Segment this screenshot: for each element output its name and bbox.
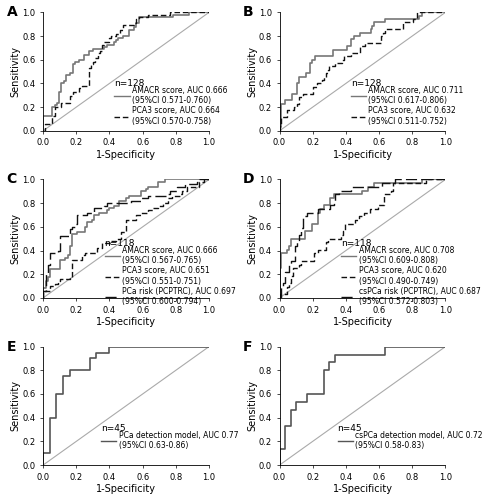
X-axis label: 1-Specificity: 1-Specificity	[96, 150, 156, 160]
Text: n=45: n=45	[101, 424, 125, 432]
Text: n=128: n=128	[350, 78, 380, 88]
X-axis label: 1-Specificity: 1-Specificity	[332, 484, 392, 494]
X-axis label: 1-Specificity: 1-Specificity	[332, 150, 392, 160]
Legend: AMACR score, AUC 0.711
(95%CI 0.617-0.806), PCA3 score, AUC 0.632
(95%CI 0.511-0: AMACR score, AUC 0.711 (95%CI 0.617-0.80…	[350, 86, 463, 126]
Text: C: C	[7, 172, 17, 186]
Text: F: F	[242, 340, 252, 353]
Text: n=118: n=118	[104, 238, 135, 248]
X-axis label: 1-Specificity: 1-Specificity	[332, 318, 392, 328]
Text: n=45: n=45	[337, 424, 362, 432]
X-axis label: 1-Specificity: 1-Specificity	[96, 318, 156, 328]
Text: A: A	[7, 5, 17, 19]
Y-axis label: Sensitivity: Sensitivity	[247, 46, 257, 97]
Text: D: D	[242, 172, 254, 186]
Legend: PCa detection model, AUC 0.77
(95%CI 0.63-0.86): PCa detection model, AUC 0.77 (95%CI 0.6…	[101, 430, 238, 450]
Legend: AMACR score, AUC 0.708
(95%CI 0.609-0.808), PCA3 score, AUC 0.620
(95%CI 0.490-0: AMACR score, AUC 0.708 (95%CI 0.609-0.80…	[340, 246, 479, 306]
Y-axis label: Sensitivity: Sensitivity	[11, 46, 21, 97]
Legend: csPCa detection model, AUC 0.72
(95%CI 0.58-0.83): csPCa detection model, AUC 0.72 (95%CI 0…	[337, 430, 482, 450]
Legend: AMACR score, AUC 0.666
(95%CI 0.571-0.760), PCA3 score, AUC 0.664
(95%CI 0.570-0: AMACR score, AUC 0.666 (95%CI 0.571-0.76…	[114, 86, 227, 126]
Text: B: B	[242, 5, 253, 19]
Y-axis label: Sensitivity: Sensitivity	[247, 213, 257, 264]
Text: n=128: n=128	[114, 78, 145, 88]
Legend: AMACR score, AUC 0.666
(95%CI 0.567-0.765), PCA3 score, AUC 0.651
(95%CI 0.551-0: AMACR score, AUC 0.666 (95%CI 0.567-0.76…	[104, 246, 235, 306]
X-axis label: 1-Specificity: 1-Specificity	[96, 484, 156, 494]
Text: n=118: n=118	[340, 238, 371, 248]
Y-axis label: Sensitivity: Sensitivity	[11, 380, 21, 432]
Y-axis label: Sensitivity: Sensitivity	[11, 213, 21, 264]
Text: E: E	[7, 340, 16, 353]
Y-axis label: Sensitivity: Sensitivity	[247, 380, 257, 432]
